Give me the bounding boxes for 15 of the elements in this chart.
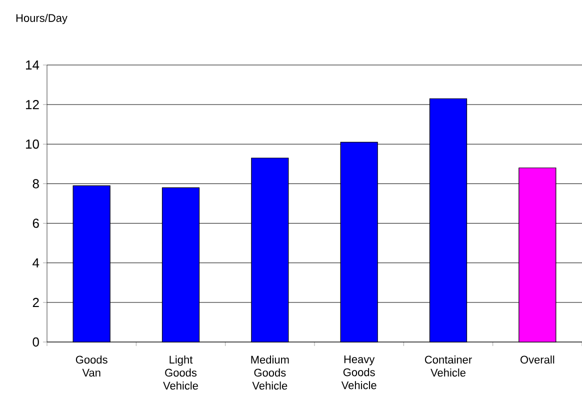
x-tick-label: Light Goods Vehicle — [163, 356, 198, 390]
y-tick-label: 12 — [26, 100, 39, 110]
x-tick-label: Goods Van — [76, 356, 108, 377]
y-tick-label: 8 — [32, 179, 39, 188]
y-tick-label: 6 — [32, 218, 39, 228]
x-tick-label: Overall — [520, 356, 554, 364]
y-axis-title: Hours/Day — [16, 14, 68, 24]
x-tick-label: Container Vehicle — [424, 356, 472, 377]
y-tick-label: 14 — [26, 60, 40, 70]
y-tick-label: 2 — [32, 298, 39, 307]
y-tick-label: 0 — [32, 337, 39, 347]
y-tick-label: 10 — [26, 140, 39, 149]
x-tick-label: Heavy Goods Vehicle — [341, 356, 376, 390]
y-tick-label: 4 — [32, 258, 40, 268]
x-tick-label: Medium Goods Vehicle — [251, 356, 289, 390]
